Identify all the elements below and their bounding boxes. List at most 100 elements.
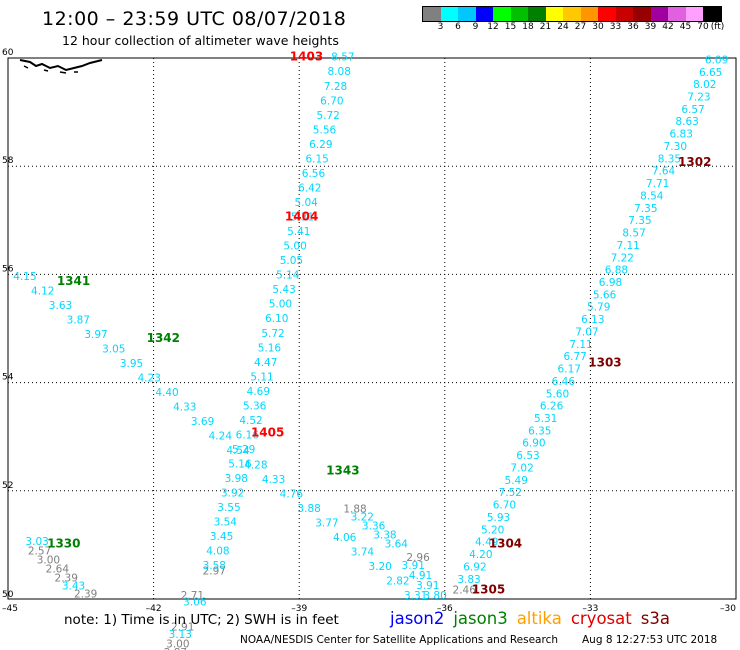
wave-height-value: 3.22 [351,512,374,524]
wave-height-value: 7.35 [628,215,651,227]
wave-height-value: 6.16 [236,429,260,441]
map-grid [8,58,736,599]
wave-height-value: 6.26 [540,401,564,413]
wave-height-value: 3.58 [203,560,226,572]
colorbar-tick-label: 24 [557,22,569,32]
wave-height-value: 4.20 [469,549,492,561]
wave-height-value: 3.54 [214,517,238,529]
wave-height-value: 7.52 [499,487,522,499]
colorbar-tick-label: 42 [662,22,674,32]
wave-height-value: 6.83 [670,129,693,141]
wave-height-value: 4.06 [333,532,357,544]
wave-height-value: 5.14 [276,270,300,282]
colorbar-swatch [615,7,633,21]
wave-height-value: 2.39 [55,573,78,585]
colorbar-swatch [440,7,458,21]
wave-height-value: 7.11 [616,240,639,252]
latitude-tick-label: 52 [2,481,13,491]
wave-height-value: 6.53 [516,450,539,462]
wave-height-value: 6.65 [699,67,722,79]
wave-height-value: 7.64 [652,166,676,178]
wave-height-value: 3.43 [62,580,85,592]
wave-height-value: 6.17 [558,364,581,376]
wave-height-value: 5.16 [258,342,282,354]
legend-jason3: jason3 [453,609,508,628]
wave-height-value: 3.00 [166,639,189,650]
wave-height-value: 3.88 [297,503,320,515]
colorbar-swatch [510,7,528,21]
wave-height-value: 5.11 [250,371,273,383]
wave-height-value: 3.74 [351,546,375,558]
wave-height-value: 6.77 [563,351,586,363]
wave-height-value: 3.83 [457,574,480,586]
wave-height-value: 2.46 [453,585,477,597]
colorbar-swatch [563,7,581,21]
wave-height-value: 3.91 [402,560,425,572]
wave-height-value: 4.40 [155,387,178,399]
wave-height-value: 6.90 [522,438,545,450]
wave-height-value: 6.29 [309,139,332,151]
colorbar-swatch [598,7,616,21]
wave-height-value: 3.00 [37,555,60,567]
wave-height-value: 3.05 [102,343,125,355]
wave-height-value: 3.92 [221,488,244,500]
longitude-tick-label: –30 [720,604,736,614]
wave-height-value: 2.64 [46,564,70,576]
wave-height-value: 3.80 [423,590,446,602]
colorbar-swatch [668,7,686,21]
colorbar-tick-label: 30 [592,22,604,32]
wave-height-value: 4.49 [475,537,498,549]
colorbar-tick-label: 3 [437,22,444,32]
latitude-tick-label: 58 [2,156,14,166]
colorbar-swatch [580,7,598,21]
colorbar-swatch [475,7,493,21]
wave-height-value: 4.23 [138,372,161,384]
wave-height-value: 6.56 [302,168,326,180]
wave-height-value: 3.03 [25,536,48,548]
colorbar-tick-label: 12 [487,22,499,32]
wave-height-value: 3.95 [120,358,143,370]
wave-height-value: 2.39 [74,588,97,600]
wave-height-value: 5.72 [261,328,284,340]
wave-height-colorbar [422,6,722,22]
wave-height-value: 4.52 [239,415,262,427]
colorbar-tick-label: 70 [697,22,709,32]
pass-number-label: 1305 [472,583,505,597]
wave-height-value: 6.92 [463,561,486,573]
colorbar-swatch [633,7,651,21]
wave-height-value: 5.31 [291,212,314,224]
colorbar-swatch [685,7,703,21]
wave-height-value: 7.11 [569,339,592,351]
wave-height-value: 6.57 [681,104,704,116]
wave-height-value: 8.08 [328,66,351,78]
colorbar-tick-label: 39 [644,22,657,32]
colorbar-tick-label: 27 [574,22,587,32]
wave-height-value: 5.41 [287,226,310,238]
colorbar-tick-label: 45 [679,22,692,32]
wave-height-value: 8.57 [622,228,645,240]
wave-height-value: 5.43 [272,284,295,296]
pass-number-label: 1330 [47,537,80,551]
colorbar-swatch [545,7,563,21]
colorbar-labels: 3 6 9 12 15 18 21 24 27 30 33 36 39 42 45 70 (ft) [422,22,740,36]
longitude-tick-label: –33 [582,604,598,614]
colorbar-tick-label: 33 [609,22,622,32]
latitude-tick-label: 50 [2,590,14,600]
colorbar-swatch [423,7,441,21]
wave-height-value: 6.13 [581,314,604,326]
wave-height-value: 4.47 [254,357,277,369]
pass-number-label: 1303 [588,355,621,369]
wave-height-value: 7.71 [646,178,669,190]
wave-height-value: 3.91 [416,580,439,592]
wave-height-value: 3.20 [368,561,391,573]
wave-height-value: 3.63 [49,300,72,312]
pass-number-label: 1405 [251,426,284,440]
pass-number-label: 1302 [678,155,711,169]
map-frame [7,57,737,600]
wave-height-value: 4.33 [262,474,285,486]
pass-number-label: 1341 [57,274,90,288]
wave-height-value: 5.31 [534,413,557,425]
wave-height-value: 5.36 [243,400,267,412]
wave-height-value: 7.07 [575,326,598,338]
